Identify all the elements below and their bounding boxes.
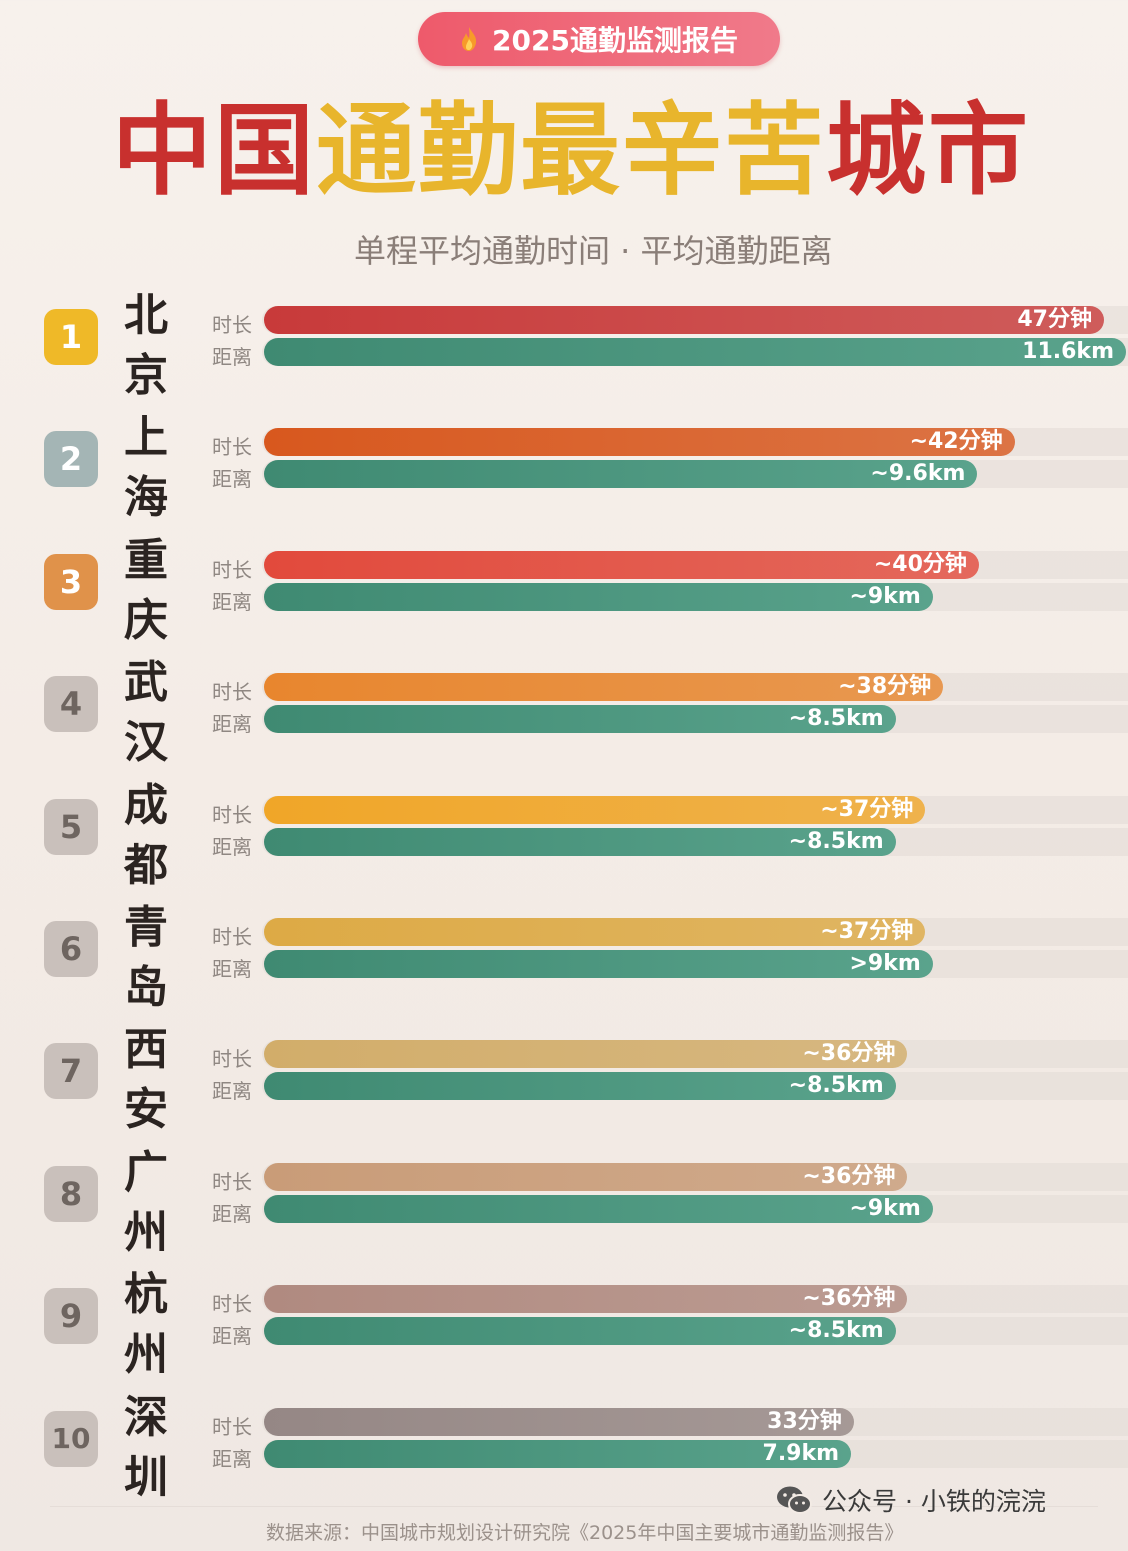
city-name: 广州 <box>124 1146 168 1258</box>
city-name: 北京 <box>124 290 168 401</box>
page-title: 中国通勤最辛苦城市 <box>0 86 1128 216</box>
report-badge: 2025通勤监测报告 <box>418 12 780 66</box>
distance-bar: 7.9km <box>264 1439 852 1468</box>
distance-bar: ~9km <box>264 1194 933 1223</box>
time-label: 时长 <box>212 802 252 827</box>
rank-badge: 8 <box>44 1165 98 1222</box>
distance-label: 距离 <box>212 589 252 614</box>
rank-badge: 5 <box>44 798 98 855</box>
time-label: 时长 <box>212 1414 252 1439</box>
distance-bar: ~8.5km <box>264 1317 896 1346</box>
rank-badge: 6 <box>44 921 98 977</box>
flame-icon <box>462 27 477 51</box>
time-label: 时长 <box>212 925 252 949</box>
rank-badge: 3 <box>44 553 98 610</box>
rank-badge: 9 <box>44 1288 98 1345</box>
time-bar: ~36分钟 <box>264 1285 908 1314</box>
time-label: 时长 <box>212 1169 252 1194</box>
city-name: 武汉 <box>124 657 168 769</box>
distance-label: 距离 <box>212 467 252 492</box>
distance-label: 距离 <box>212 1079 252 1104</box>
wechat-icon <box>777 1486 812 1514</box>
city-name: 深圳 <box>124 1391 168 1503</box>
distance-label: 距离 <box>212 1446 252 1471</box>
city-name: 青岛 <box>124 902 168 1013</box>
distance-label: 距离 <box>212 1324 252 1349</box>
distance-bar: ~9.6km <box>264 460 978 489</box>
time-bar: 33分钟 <box>264 1407 854 1436</box>
time-label: 时长 <box>212 313 252 337</box>
distance-bar: ~8.5km <box>264 705 896 734</box>
time-bar: 47分钟 <box>264 306 1104 334</box>
rank-badge: 4 <box>44 676 98 733</box>
watermark-text: 公众号 · 小铁的浣浣 <box>822 1487 1046 1516</box>
time-bar: ~37分钟 <box>264 918 926 946</box>
data-source: 数据来源：中国城市规划设计研究院《2025年中国主要城市通勤监测报告》 <box>266 1522 904 1544</box>
rank-badge: 7 <box>44 1043 98 1100</box>
distance-bar: ~9km <box>264 582 933 611</box>
time-bar: ~36分钟 <box>264 1162 908 1191</box>
time-bar: ~38分钟 <box>264 673 944 702</box>
time-label: 时长 <box>212 1047 252 1072</box>
time-label: 时长 <box>212 680 252 705</box>
rank-badge: 1 <box>44 309 98 365</box>
distance-bar: ~8.5km <box>264 827 896 856</box>
title-part3: 城市 <box>826 92 1030 209</box>
time-bar: ~40分钟 <box>264 550 979 579</box>
time-bar: ~42分钟 <box>264 428 1015 457</box>
distance-bar: 11.6km <box>264 338 1126 366</box>
city-name: 上海 <box>124 412 168 524</box>
subtitle: 单程平均通勤时间 · 平均通勤距离 <box>354 232 833 270</box>
time-label: 时长 <box>212 435 252 460</box>
time-bar: ~37分钟 <box>264 795 926 824</box>
city-name: 重庆 <box>124 534 168 646</box>
city-name: 西安 <box>124 1024 168 1136</box>
city-name: 成都 <box>124 779 168 891</box>
report-badge-text: 2025通勤监测报告 <box>492 24 738 57</box>
distance-label: 距离 <box>212 1201 252 1226</box>
distance-label: 距离 <box>212 957 252 981</box>
city-name: 杭州 <box>124 1269 168 1381</box>
time-label: 时长 <box>212 557 252 582</box>
title-part2: 通勤最辛苦 <box>316 92 826 209</box>
time-label: 时长 <box>212 1292 252 1317</box>
distance-bar: >9km <box>264 950 933 978</box>
distance-label: 距离 <box>212 712 252 737</box>
time-bar: ~36分钟 <box>264 1040 908 1069</box>
rank-badge: 2 <box>44 431 98 488</box>
distance-label: 距离 <box>212 834 252 859</box>
watermark: 公众号 · 小铁的浣浣 <box>776 1482 1046 1518</box>
title-part1: 中国 <box>112 92 316 209</box>
rank-badge: 10 <box>44 1410 98 1467</box>
footer-divider <box>50 1506 1098 1507</box>
distance-bar: ~8.5km <box>264 1072 896 1101</box>
distance-label: 距离 <box>212 345 252 369</box>
